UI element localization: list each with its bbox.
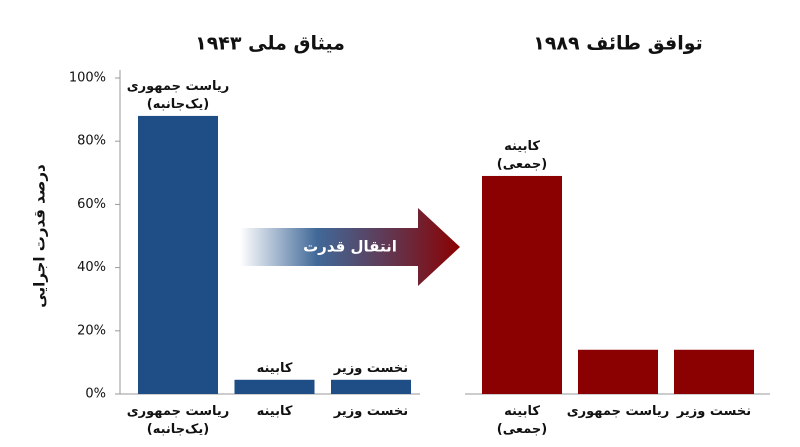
- bar-label: نخست وزیر: [333, 360, 408, 375]
- x-tick-label: ریاست جمهوری: [567, 404, 670, 419]
- x-tick-label-line: (جمعی): [497, 422, 547, 437]
- bar-label-line: (جمعی): [497, 156, 547, 171]
- y-tick-label: 60%: [77, 197, 106, 212]
- x-tick-label-line: کابینه: [504, 404, 540, 419]
- x-tick-label-line: کابینه: [257, 404, 293, 419]
- y-tick-label: 80%: [77, 134, 106, 149]
- bar-label: کابینه: [257, 360, 293, 375]
- bar: [234, 379, 315, 394]
- bar-label-line: ریاست جمهوری: [127, 78, 230, 93]
- bar: [674, 349, 754, 394]
- bar-label-line: کابینه: [257, 360, 293, 375]
- y-tick-label: 100%: [69, 71, 106, 86]
- bar: [138, 115, 218, 395]
- chart-title: میثاق ملی ۱۹۴۳: [195, 33, 345, 55]
- x-tick-label: نخست وزیر: [333, 404, 408, 419]
- bar: [578, 349, 658, 394]
- x-tick-label-line: ریاست جمهوری: [567, 404, 670, 419]
- x-tick-label: ریاست جمهوری (یک‌جانبه): [127, 404, 230, 437]
- bar-label-line: (یک‌جانبه): [147, 96, 209, 111]
- x-tick-label-line: نخست وزیر: [676, 404, 751, 419]
- y-axis-label: درصد قدرت اجرایی: [31, 164, 49, 308]
- x-tick-label-line: ریاست جمهوری: [127, 404, 230, 419]
- y-tick-label: 0%: [85, 387, 106, 402]
- x-tick-label-line: نخست وزیر: [333, 404, 408, 419]
- bar-label-line: نخست وزیر: [333, 360, 408, 375]
- bar: [482, 175, 562, 394]
- bar-label: ریاست جمهوری (یک‌جانبه): [127, 78, 230, 111]
- y-tick-label: 40%: [77, 260, 106, 275]
- arrow-label: انتقال قدرت: [303, 238, 397, 256]
- bar-label-line: کابینه: [504, 138, 540, 153]
- x-tick-label: کابینه (جمعی): [497, 404, 547, 437]
- x-tick-label: نخست وزیر: [676, 404, 751, 419]
- bar: [331, 379, 411, 394]
- x-tick-label: کابینه: [257, 404, 293, 419]
- y-tick-label: 20%: [77, 323, 106, 338]
- transfer-arrow: [240, 208, 460, 286]
- chart-title: توافق طائف ۱۹۸۹: [533, 33, 703, 55]
- bar-label: کابینه (جمعی): [497, 138, 547, 171]
- x-tick-label-line: (یک‌جانبه): [147, 422, 209, 437]
